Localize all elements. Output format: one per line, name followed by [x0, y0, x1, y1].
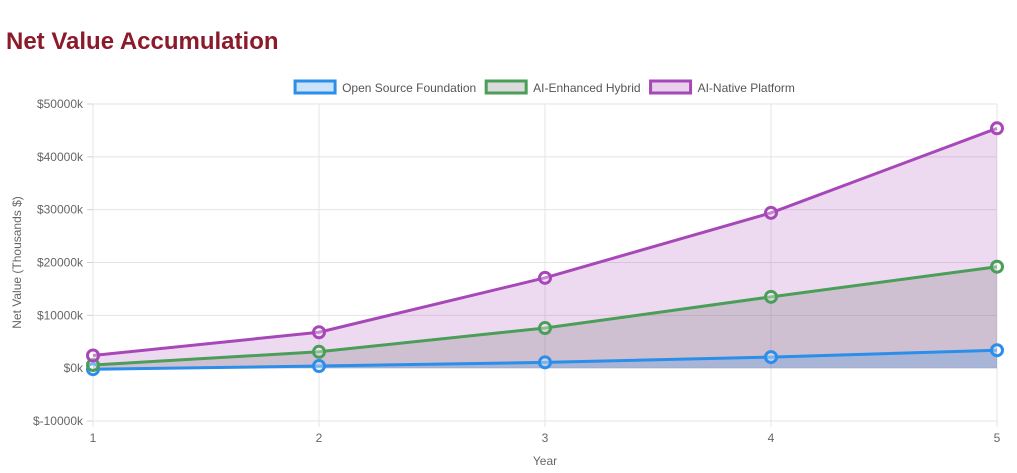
data-point[interactable]: [538, 270, 552, 285]
data-point[interactable]: [312, 325, 326, 340]
legend-swatch[interactable]: [293, 79, 337, 95]
series-lines: [92, 126, 998, 371]
series-line: [92, 126, 998, 357]
data-point[interactable]: [764, 205, 778, 220]
data-point[interactable]: [312, 359, 326, 374]
y-axis-title: Net Value (Thousands $): [10, 196, 24, 329]
area-fills: [93, 128, 997, 370]
chart-title: Net Value Accumulation: [6, 28, 279, 55]
y-tick-label: $30000k: [37, 203, 84, 217]
tick-labels: $-10000k $0k $10000k $20000k $30000k $40000k $…: [33, 97, 1001, 445]
y-tick-label: $0k: [64, 361, 84, 375]
series-line: [92, 265, 998, 367]
data-point[interactable]: [990, 259, 1004, 274]
legend-swatch[interactable]: [484, 79, 528, 95]
area-fill: [93, 128, 997, 369]
x-tick-label: 1: [90, 431, 97, 445]
y-tick-label: $-10000k: [33, 414, 84, 428]
x-tick-label: 5: [994, 431, 1001, 445]
series-line: [92, 348, 998, 371]
legend-label[interactable]: AI-Native Platform: [698, 81, 795, 95]
data-point[interactable]: [764, 350, 778, 365]
data-point[interactable]: [764, 289, 778, 304]
data-point[interactable]: [538, 321, 552, 336]
y-tick-label: $40000k: [37, 150, 84, 164]
data-point[interactable]: [312, 344, 326, 359]
x-tick-label: 4: [768, 431, 775, 445]
data-point[interactable]: [86, 348, 100, 363]
legend-label[interactable]: Open Source Foundation: [342, 81, 476, 95]
area-fill: [93, 350, 997, 370]
data-point[interactable]: [990, 343, 1004, 358]
data-points: [86, 121, 1004, 377]
legend-swatch[interactable]: [649, 79, 693, 95]
x-tick-label: 3: [542, 431, 549, 445]
area-fill: [93, 266, 997, 369]
y-tick-label: $20000k: [37, 256, 84, 270]
legend: Open Source Foundation AI-Enhanced Hybrid…: [293, 79, 795, 95]
y-tick-label: $50000k: [37, 97, 84, 111]
data-point[interactable]: [990, 121, 1004, 136]
data-point[interactable]: [538, 355, 552, 370]
legend-label[interactable]: AI-Enhanced Hybrid: [533, 81, 640, 95]
y-tick-label: $10000k: [37, 308, 84, 322]
x-axis-title: Year: [533, 454, 557, 468]
x-tick-label: 2: [316, 431, 323, 445]
